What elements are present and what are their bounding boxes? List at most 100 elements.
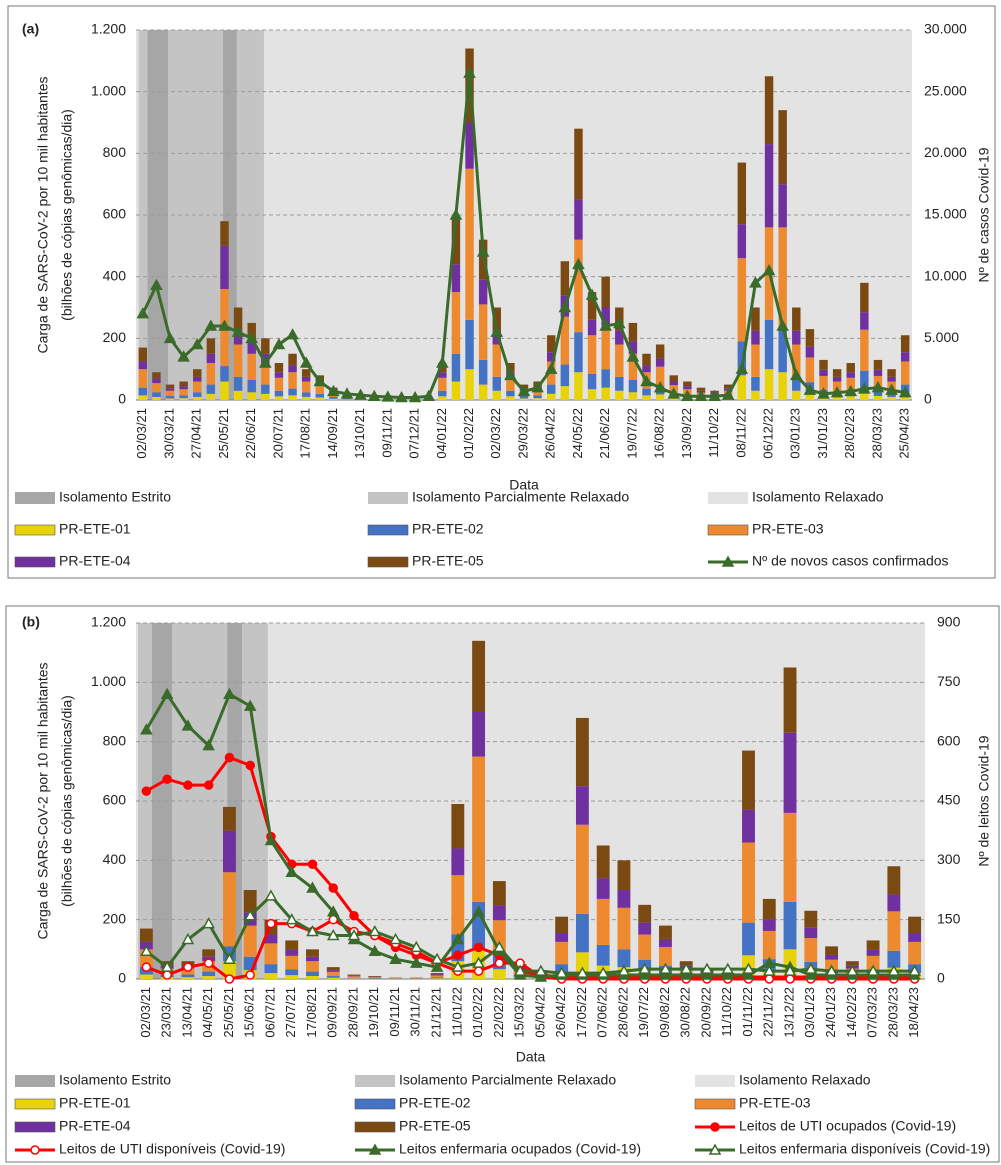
bar-segment <box>368 976 382 977</box>
point <box>887 964 901 976</box>
x-tick-label: 01/02/22 <box>461 408 476 459</box>
bar-segment <box>342 398 352 400</box>
x-tick-label: 30/03/21 <box>161 408 176 459</box>
point <box>576 966 589 978</box>
bar-segment <box>329 396 338 399</box>
y2-tick-label: 450 <box>937 792 961 808</box>
bar-segment <box>430 974 444 976</box>
bar-segment <box>742 750 755 810</box>
bar-segment <box>887 950 901 968</box>
bar-segment <box>315 397 325 400</box>
point <box>476 245 490 257</box>
bar-segment <box>285 969 299 976</box>
point <box>141 962 152 972</box>
x-tick-label: 13/12/22 <box>781 987 796 1038</box>
bar-segment <box>152 372 161 379</box>
point <box>395 390 408 403</box>
bar-segment <box>723 384 733 389</box>
x-tick-label: 20/07/21 <box>270 408 285 459</box>
point <box>203 780 214 790</box>
legend-swatch <box>15 492 55 504</box>
bar-segment <box>465 369 474 400</box>
point <box>885 383 898 395</box>
legend-label: PR-ETE-05 <box>412 553 484 569</box>
point <box>150 278 163 291</box>
bar-segment <box>587 319 597 336</box>
bar-segment <box>193 376 202 382</box>
bar-segment <box>655 344 665 359</box>
bar-segment <box>465 122 474 169</box>
point <box>410 956 423 968</box>
bar-segment <box>642 395 651 400</box>
bar-segment <box>315 385 325 394</box>
x-tick-label: 19/10/21 <box>366 987 381 1038</box>
bar-segment <box>179 386 188 390</box>
point <box>493 940 506 953</box>
period-band <box>151 623 172 979</box>
point <box>679 962 693 974</box>
x-axis-title: Data <box>509 477 539 493</box>
bar-segment <box>846 372 855 378</box>
point <box>160 960 174 972</box>
legend-label: Isolamento Estrito <box>59 489 171 505</box>
bar-segment <box>615 376 624 391</box>
bar-segment <box>329 398 338 400</box>
legend-swatch <box>367 524 409 536</box>
bar-segment <box>222 961 236 979</box>
bar-segment <box>193 396 202 400</box>
x-tick-label: 23/03/21 <box>159 987 174 1038</box>
point <box>517 384 531 397</box>
point <box>534 970 548 982</box>
bar-segment <box>138 347 148 362</box>
point <box>504 368 517 381</box>
point <box>408 390 422 403</box>
point <box>572 257 585 270</box>
y-tick-label: 1.200 <box>91 21 126 37</box>
point <box>430 952 444 964</box>
point <box>531 381 544 393</box>
bar-segment <box>555 941 569 965</box>
y2-tick-label: 300 <box>937 851 961 867</box>
bar-segment <box>792 390 801 400</box>
y2-tick-label: 900 <box>937 614 961 630</box>
bar-segment <box>587 389 597 400</box>
bar-segment <box>805 329 815 347</box>
bar-segment <box>617 860 631 890</box>
bar-segment <box>288 388 297 396</box>
legend-item: Leitos enfermaria disponíveis (Covid-19) <box>695 1141 990 1157</box>
point <box>804 968 818 980</box>
bar-segment <box>193 381 202 393</box>
bar-segment <box>179 389 188 396</box>
y-axis-title: (bilhões de cópias genômicas/dia) <box>59 109 75 321</box>
point <box>513 964 527 976</box>
bar-segment <box>655 366 665 387</box>
bar-segment <box>669 397 678 400</box>
bar-segment <box>659 938 672 947</box>
point <box>638 962 651 974</box>
bar-segment <box>138 369 148 388</box>
point <box>451 960 465 972</box>
point <box>340 387 354 399</box>
legend-swatch <box>355 1075 395 1087</box>
bar-segment <box>825 954 839 960</box>
y-tick-label: 0 <box>118 970 126 986</box>
point <box>204 319 218 331</box>
x-tick-label: 06/07/21 <box>262 987 277 1038</box>
bar-segment <box>547 352 556 362</box>
bar-segment <box>819 369 828 376</box>
point <box>659 962 672 974</box>
legend-swatch <box>708 492 748 504</box>
bar-segment <box>285 949 299 956</box>
bar-segment <box>601 276 610 308</box>
bar-segment <box>472 640 486 712</box>
bar-segment <box>846 363 855 373</box>
point <box>700 968 714 980</box>
point <box>30 1145 40 1155</box>
x-tick-label: 31/01/23 <box>815 408 830 459</box>
bar-segment <box>900 352 910 362</box>
point <box>140 944 153 957</box>
x-tick-label: 09/09/21 <box>325 987 340 1038</box>
point <box>700 962 714 974</box>
bar-segment <box>152 396 161 400</box>
